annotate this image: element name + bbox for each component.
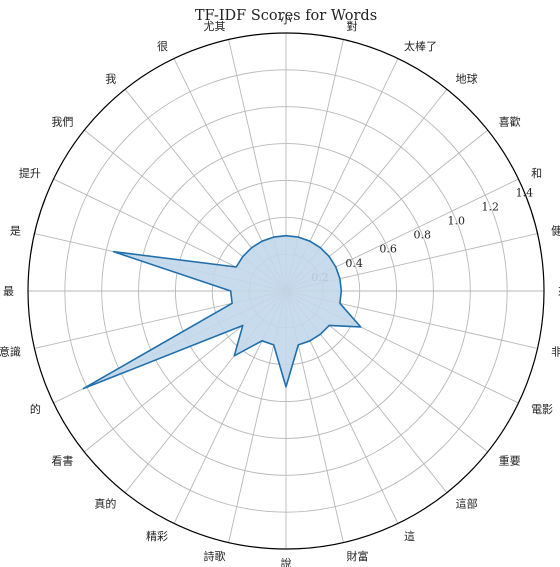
category-label: 的 [30, 402, 41, 416]
category-label: 財富 [347, 549, 369, 563]
category-label: 我 [105, 72, 116, 85]
polar-frame [27, 32, 545, 550]
category-label: 太棒了 [404, 39, 437, 53]
category-label: 是 [10, 224, 21, 237]
category-labels: 小 對太棒了地球喜歡和健康來非常電影重要這部這財富說 詩歌 精彩 真的 看書 的 環保意識 最 是… [0, 13, 560, 567]
category-label: 地球 [456, 71, 478, 85]
category-label: 很 [157, 39, 168, 53]
radial-tick-label: 1.4 [516, 186, 534, 199]
radial-tick-label: 0.4 [345, 257, 363, 270]
category-label: 電影 [531, 403, 553, 416]
category-label: 對 [347, 19, 358, 33]
category-label: 提升 [19, 167, 41, 180]
category-label: 小 [281, 13, 292, 26]
radial-tick-label: 1.2 [482, 200, 500, 213]
radial-tick-label: 0.6 [379, 243, 397, 256]
radial-tick-label: 1.0 [448, 214, 466, 227]
category-label: 尤其 [203, 20, 225, 33]
category-label: 說 [281, 556, 292, 567]
category-label: 重要 [499, 454, 521, 468]
series-area [82, 234, 362, 390]
series-layer [82, 234, 362, 390]
category-label: 喜歡 [499, 114, 521, 128]
category-label: 真的 [94, 497, 116, 511]
category-label: 詩歌 [203, 549, 225, 563]
category-label: 精彩 [146, 530, 168, 543]
category-label: 和 [531, 167, 542, 180]
category-label: 健康 [551, 223, 560, 237]
category-label: 這部 [456, 497, 478, 511]
radial-tick-label: 0.8 [413, 229, 431, 242]
category-label: 環保意識 [0, 345, 21, 359]
category-label: 來 [558, 285, 560, 298]
category-label: 這 [404, 529, 415, 543]
category-label: 看書 [51, 454, 73, 468]
radial-tick-labels: 0.20.40.60.81.01.21.4 [311, 186, 533, 284]
category-label: 非常 [551, 346, 560, 359]
chart-title: TF-IDF Scores for Words [195, 8, 377, 24]
category-label: 我們 [51, 115, 73, 128]
category-label: 最 [3, 285, 14, 298]
